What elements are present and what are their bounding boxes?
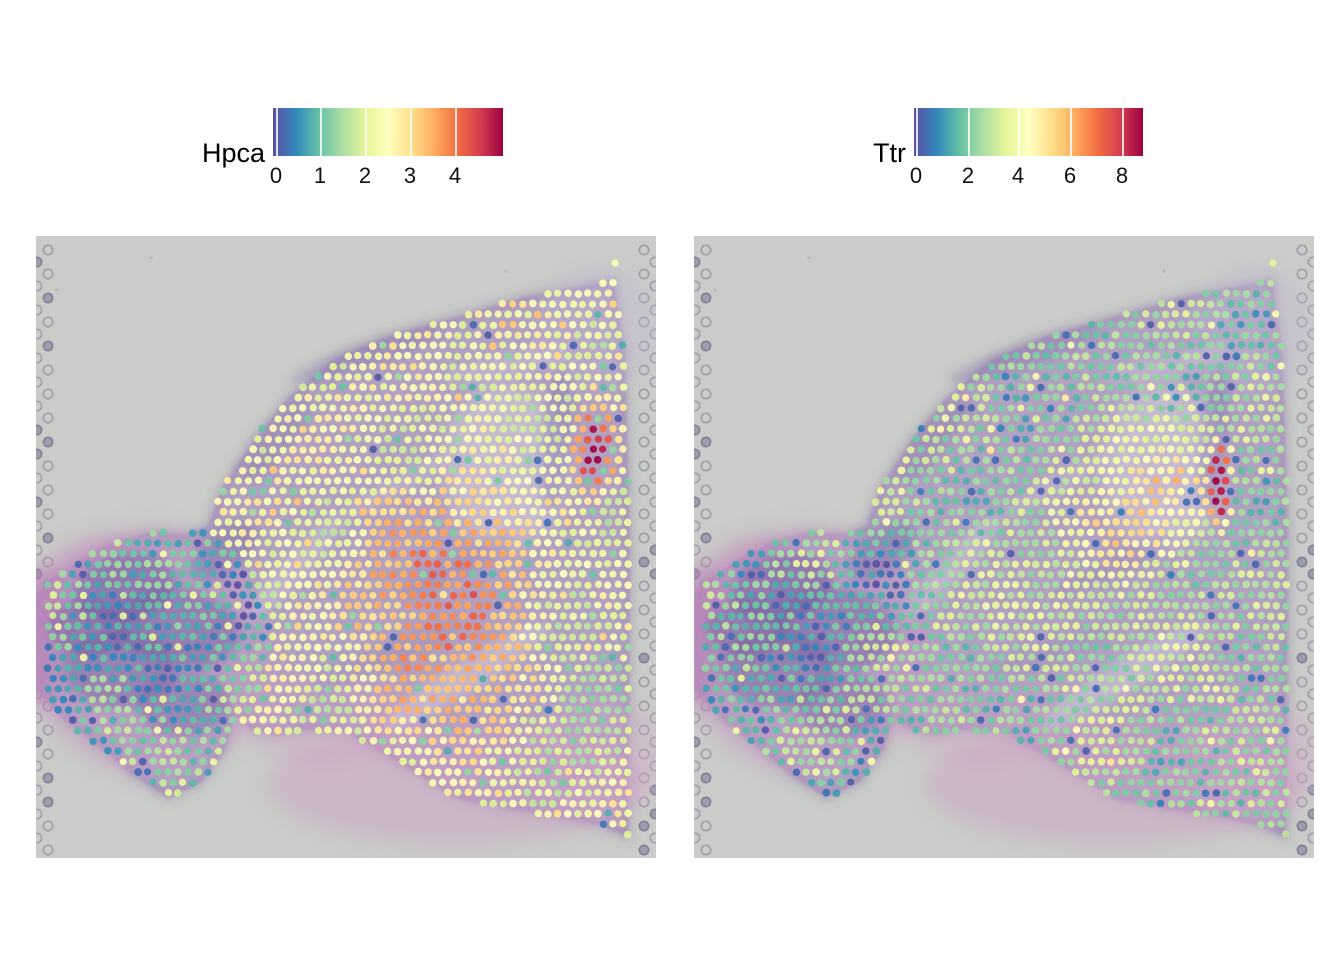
slide-image-ttr	[694, 236, 1314, 858]
legend-title-ttr: Ttr	[873, 138, 906, 168]
colorbar-tick-label: 0	[909, 163, 923, 188]
colorbar-tick-line	[320, 108, 322, 156]
colorbar-tick-label: 2	[358, 163, 372, 188]
colorbar-tick-line	[1122, 108, 1124, 156]
spatial-panel-ttr	[694, 236, 1314, 858]
colorbar-tick-line	[455, 108, 457, 156]
slide-image-hpca	[36, 236, 656, 858]
colorbar-tick-label: 2	[961, 163, 975, 188]
colorbar-tick-label: 0	[269, 163, 283, 188]
colorbar-tick-label: 4	[448, 163, 462, 188]
legend-title-hpca: Hpca	[201, 138, 265, 168]
colorbar-tick-label: 3	[403, 163, 417, 188]
colorbar-tick-line	[1070, 108, 1072, 156]
colorbar-tick-line	[968, 108, 970, 156]
colorbar-tick-label: 6	[1063, 163, 1077, 188]
colorbar-tick-line	[916, 108, 918, 156]
spatial-panel-hpca	[36, 236, 656, 858]
colorbar-tick-label: 4	[1011, 163, 1025, 188]
colorbar-tick-line	[410, 108, 412, 156]
colorbar-tick-line	[1018, 108, 1020, 156]
spot-grid	[43, 259, 633, 839]
colorbar-hpca	[273, 108, 503, 156]
fiducial-markers	[694, 244, 1314, 856]
colorbar-ttr	[914, 108, 1143, 156]
colorbar-tick-label: 8	[1115, 163, 1129, 188]
colorbar-tick-label: 1	[313, 163, 327, 188]
colorbar-tick-line	[276, 108, 278, 156]
spot-grid	[701, 259, 1291, 838]
colorbar-tick-line	[365, 108, 367, 156]
